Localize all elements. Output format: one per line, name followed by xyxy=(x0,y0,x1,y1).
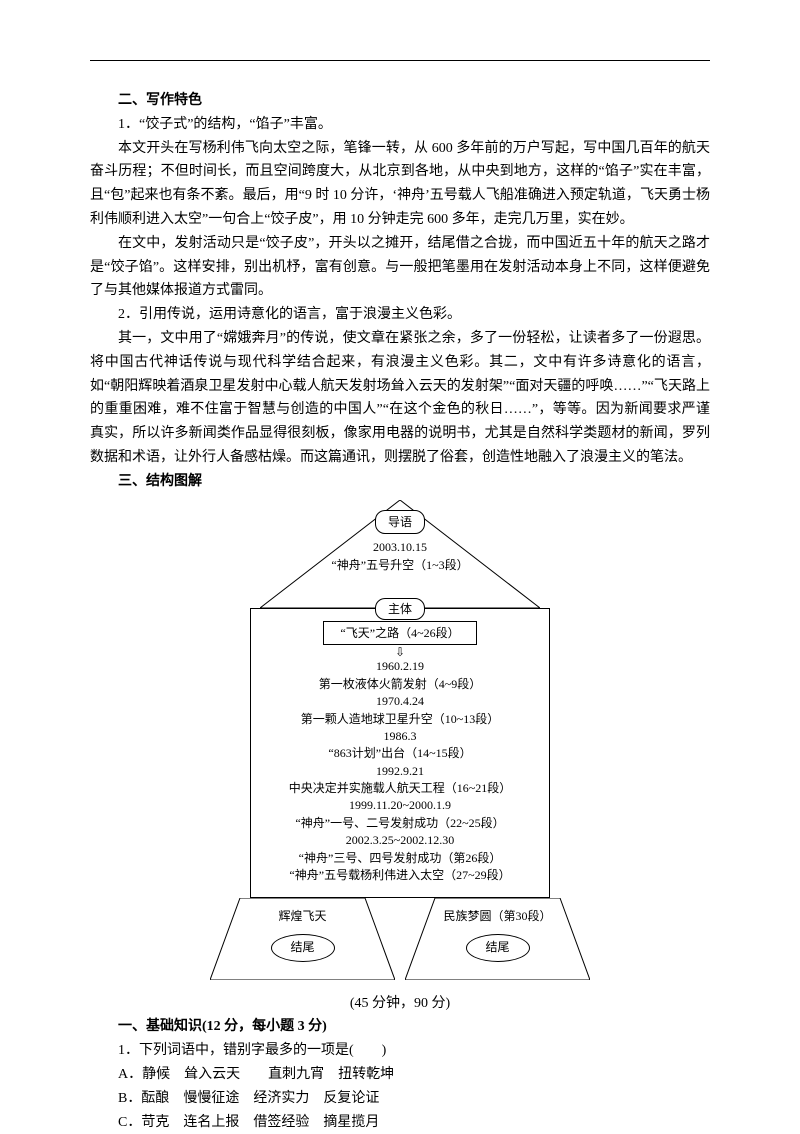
diagram-legs: 辉煌飞天 结尾 民族梦圆（第30段） 结尾 xyxy=(210,898,590,980)
leg-right: 民族梦圆（第30段） 结尾 xyxy=(405,898,590,980)
timeline-12: “神舟”三号、四号发射成功（第26段） xyxy=(251,850,549,867)
roof-badge: 导语 xyxy=(375,510,425,534)
diagram-body: 主体 “飞天”之路（4~26段） ⇩ 1960.2.19 第一枚液体火箭发射（4… xyxy=(250,608,550,898)
timeline-1: 1960.2.19 xyxy=(251,658,549,675)
section-3-title: 三、结构图解 xyxy=(90,470,710,494)
exam-header: (45 分钟，90 分) xyxy=(90,992,710,1016)
timeline-4: 第一颗人造地球卫星升空（10~13段） xyxy=(251,711,549,728)
option-c: C．苛克 连名上报 借签经验 摘星揽月 xyxy=(90,1111,710,1134)
timeline-3: 1970.4.24 xyxy=(251,693,549,710)
leg-left-label: 辉煌飞天 xyxy=(210,906,395,926)
timeline-2: 第一枚液体火箭发射（4~9段） xyxy=(251,676,549,693)
diagram-roof: 导语 2003.10.15 “神舟”五号升空（1~3段） xyxy=(260,500,540,608)
timeline-7: 1992.9.21 xyxy=(251,763,549,780)
option-a: A．静候 耸入云天 直刺九宵 扭转乾坤 xyxy=(90,1063,710,1087)
leg-left: 辉煌飞天 结尾 xyxy=(210,898,395,980)
structure-diagram: 导语 2003.10.15 “神舟”五号升空（1~3段） 主体 “飞天”之路（4… xyxy=(90,500,710,980)
leg-left-oval: 结尾 xyxy=(271,934,335,962)
section-2-para-2: 在文中，发射活动只是“饺子皮”，开头以之摊开，结尾借之合拢，而中国近五十年的航天… xyxy=(90,232,710,303)
top-rule xyxy=(90,60,710,61)
section-2-item-1: 1．“饺子式”的结构，“馅子”丰富。 xyxy=(90,113,710,137)
question-1: 1．下列词语中，错别字最多的一项是( ) xyxy=(90,1039,710,1063)
section-2-para-3: 其一，文中用了“嫦娥奔月”的传说，使文章在紧张之余，多了一份轻松，让读者多了一份… xyxy=(90,327,710,470)
section-2-item-2: 2．引用传说，运用诗意化的语言，富于浪漫主义色彩。 xyxy=(90,303,710,327)
exam-part-1-title: 一、基础知识(12 分，每小题 3 分) xyxy=(90,1015,710,1039)
timeline-5: 1986.3 xyxy=(251,728,549,745)
roof-text: 2003.10.15 “神舟”五号升空（1~3段） xyxy=(260,538,540,574)
timeline-10: “神舟”一号、二号发射成功（22~25段） xyxy=(251,815,549,832)
section-2-title: 二、写作特色 xyxy=(90,89,710,113)
arrow-down-icon: ⇩ xyxy=(251,646,549,658)
timeline-13: “神舟”五号载杨利伟进入太空（27~29段） xyxy=(251,867,549,884)
timeline-6: “863计划”出台（14~15段） xyxy=(251,745,549,762)
leg-right-oval: 结尾 xyxy=(466,934,530,962)
timeline-11: 2002.3.25~2002.12.30 xyxy=(251,832,549,849)
leg-right-label: 民族梦圆（第30段） xyxy=(405,906,590,926)
section-2-para-1: 本文开头在写杨利伟飞向太空之际，笔锋一转，从 600 多年前的万户写起，写中国几… xyxy=(90,137,710,232)
timeline-9: 1999.11.20~2000.1.9 xyxy=(251,797,549,814)
body-badge: 主体 xyxy=(375,598,425,620)
timeline-8: 中央决定并实施载人航天工程（16~21段） xyxy=(251,780,549,797)
roof-line-2: “神舟”五号升空（1~3段） xyxy=(260,556,540,574)
inner-box: “飞天”之路（4~26段） xyxy=(323,621,476,645)
roof-line-1: 2003.10.15 xyxy=(260,538,540,556)
timeline: 1960.2.19 第一枚液体火箭发射（4~9段） 1970.4.24 第一颗人… xyxy=(251,658,549,884)
option-b: B．酝酿 慢慢征途 经济实力 反复论证 xyxy=(90,1087,710,1111)
